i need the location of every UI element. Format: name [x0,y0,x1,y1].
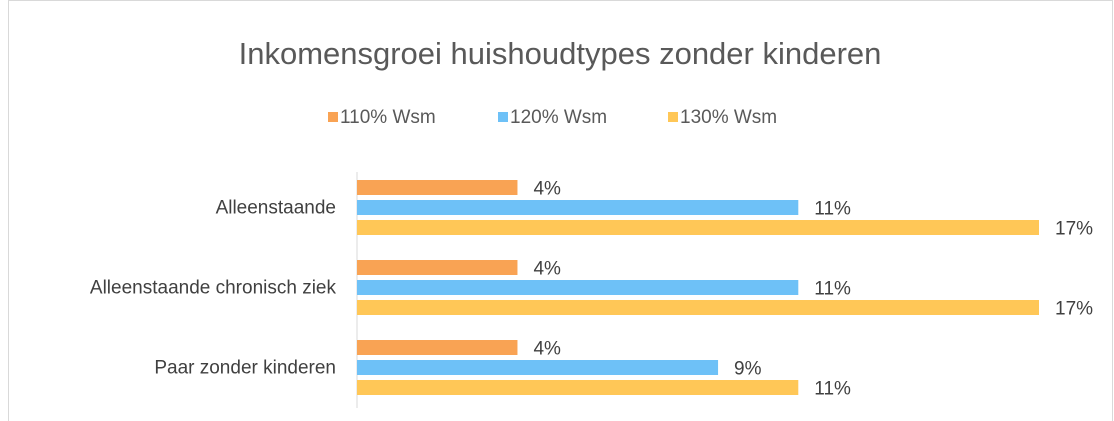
bar [357,280,799,295]
legend-swatch [328,112,338,122]
data-label: 9% [734,359,762,380]
y-tick-label: Paar zonder kinderen [154,358,336,379]
legend-label: 120% Wsm [510,107,607,128]
data-label: 17% [1055,219,1093,240]
data-label: 11% [814,199,851,220]
bar [357,380,799,395]
data-label: 4% [533,339,561,360]
data-label: 4% [533,259,561,280]
bar [357,340,518,355]
data-label: 11% [814,379,851,400]
data-label: 11% [814,279,851,300]
chart-title: Inkomensgroei huishoudtypes zonder kinde… [239,36,882,71]
y-tick-label: Alleenstaande chronisch ziek [90,278,337,299]
legend-swatch [498,112,508,122]
data-label: 4% [533,179,561,200]
bar [357,220,1039,235]
y-tick-label: Alleenstaande [216,198,336,219]
bar [357,300,1039,315]
legend-label: 110% Wsm [340,107,436,128]
legend-swatch [668,112,678,122]
legend-label: 130% Wsm [680,107,777,128]
bar [357,200,799,215]
bar [357,260,518,275]
data-label: 17% [1055,299,1093,320]
bar [357,360,719,375]
bar [357,180,518,195]
chart-frame [8,0,1113,421]
